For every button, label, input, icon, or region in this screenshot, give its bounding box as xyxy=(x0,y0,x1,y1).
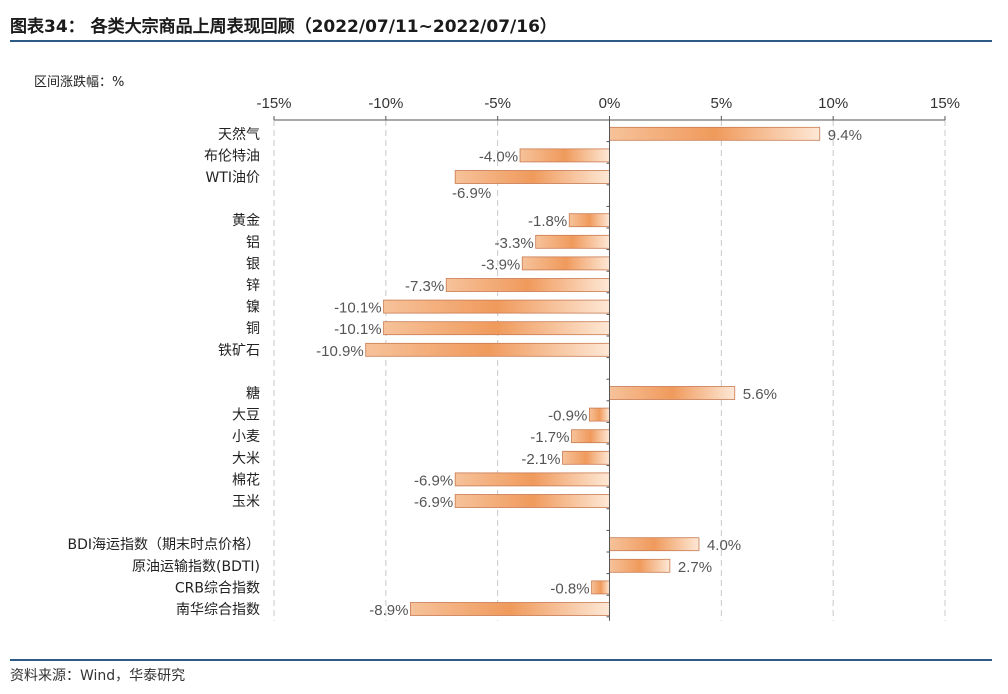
source-note: 资料来源：Wind，华泰研究 xyxy=(10,668,186,684)
data-label: -6.9% xyxy=(452,185,491,202)
figure-header: 图表34： 各类大宗商品上周表现回顾（2022/07/11~2022/07/16… xyxy=(10,6,992,42)
category-label: 大豆 xyxy=(232,408,260,424)
category-label: 糖 xyxy=(246,386,260,402)
category-label: 铁矿石 xyxy=(218,343,260,359)
category-label: 铝 xyxy=(246,235,260,251)
x-tick-label: 10% xyxy=(818,95,848,112)
bar xyxy=(609,537,700,552)
bar xyxy=(445,278,610,292)
data-label: 4.0% xyxy=(707,537,741,554)
bar xyxy=(609,558,671,573)
bar xyxy=(535,234,610,249)
category-label: 天然气 xyxy=(218,126,260,143)
data-label: -4.0% xyxy=(479,148,518,165)
category-label: 布伦特油 xyxy=(204,148,260,164)
category-label: CRB综合指数 xyxy=(175,580,260,596)
category-label: 小麦 xyxy=(232,429,260,445)
data-label: -3.9% xyxy=(481,256,520,273)
bar xyxy=(383,321,610,336)
y-axis-label: 区间涨跌幅：% xyxy=(34,74,124,90)
bar xyxy=(410,602,610,616)
x-tick-label: 5% xyxy=(710,95,732,112)
data-label: -10.1% xyxy=(334,300,382,317)
bar xyxy=(454,170,610,184)
data-label: 5.6% xyxy=(743,386,777,403)
category-label: 大米 xyxy=(232,451,260,467)
bar xyxy=(571,429,610,444)
x-tick-label: -15% xyxy=(256,95,291,112)
x-tick-label: -10% xyxy=(368,95,403,112)
category-label: 镍 xyxy=(246,300,260,316)
bar xyxy=(383,299,610,314)
bar xyxy=(609,386,736,400)
category-label: 原油运输指数(BDTI) xyxy=(132,559,260,575)
data-label: -0.9% xyxy=(548,408,587,425)
category-label: 银 xyxy=(246,256,260,272)
bar xyxy=(454,472,610,487)
data-label: 2.7% xyxy=(678,559,712,576)
data-label: -7.3% xyxy=(405,278,444,295)
bar xyxy=(591,580,610,595)
bar xyxy=(562,450,610,465)
bar xyxy=(588,407,610,422)
bar xyxy=(568,213,610,228)
data-label: -10.1% xyxy=(334,321,382,338)
bar xyxy=(609,126,821,141)
category-label: 南华综合指数 xyxy=(176,602,260,618)
category-label: WTI油价 xyxy=(205,170,260,186)
data-label: -0.8% xyxy=(550,580,589,597)
x-tick-label: 0% xyxy=(599,95,621,112)
data-label: -3.3% xyxy=(495,235,534,252)
bar xyxy=(365,342,610,357)
bar xyxy=(521,256,610,271)
title-rule xyxy=(10,40,992,42)
category-label: 锌 xyxy=(246,278,260,294)
footer-rule xyxy=(10,659,992,661)
data-label: -6.9% xyxy=(414,494,453,511)
bar xyxy=(454,494,610,508)
category-label: 玉米 xyxy=(232,494,260,510)
data-label: -10.9% xyxy=(316,343,364,360)
figure-title: 图表34： 各类大宗商品上周表现回顾（2022/07/11~2022/07/16… xyxy=(10,17,557,37)
bar xyxy=(519,148,610,163)
category-label: 棉花 xyxy=(232,471,260,488)
data-label: -2.1% xyxy=(521,451,560,468)
data-label: 9.4% xyxy=(828,127,862,144)
data-label: -6.9% xyxy=(414,472,453,489)
data-label: -1.7% xyxy=(530,429,569,446)
category-label: BDI海运指数（期末时点价格） xyxy=(67,537,260,553)
data-label: -8.9% xyxy=(369,602,408,619)
category-label: 铜 xyxy=(246,321,260,337)
data-label: -1.8% xyxy=(528,213,567,230)
x-tick-label: 15% xyxy=(930,95,960,112)
x-tick-label: -5% xyxy=(484,95,511,112)
category-label: 黄金 xyxy=(232,212,260,229)
